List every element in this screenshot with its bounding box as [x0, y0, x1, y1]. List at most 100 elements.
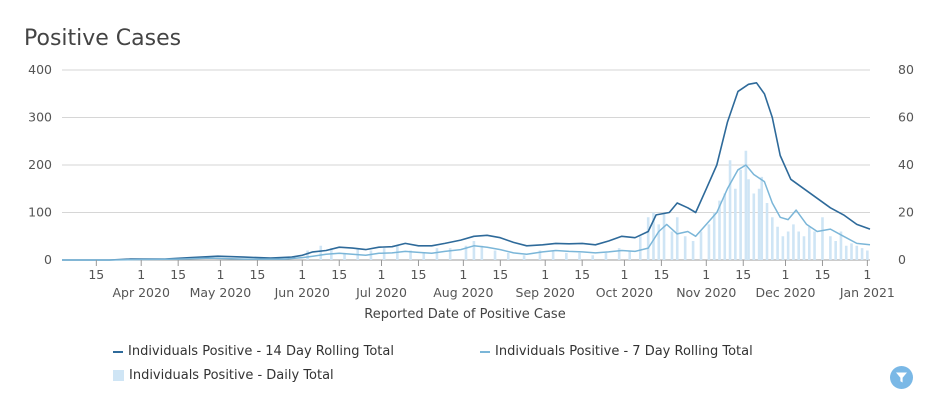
- rolling-total-lines: [62, 82, 871, 261]
- daily-total-bar: [522, 255, 526, 260]
- daily-total-bar: [551, 250, 555, 260]
- daily-total-bar: [699, 231, 703, 260]
- daily-total-bar: [448, 248, 452, 260]
- daily-total-bar: [493, 250, 497, 260]
- daily-total-bar: [792, 224, 795, 260]
- daily-total-bar: [691, 241, 695, 260]
- x-tick-day: 15: [170, 267, 186, 282]
- daily-total-bar: [802, 236, 806, 260]
- x-tick-month: Sep 2020: [516, 285, 575, 300]
- daily-total-bar: [435, 248, 439, 260]
- daily-total-bar: [757, 188, 761, 260]
- x-tick-month: Oct 2020: [596, 285, 653, 300]
- legend-label-daily: Individuals Positive - Daily Total: [129, 368, 334, 383]
- daily-total-bar: [821, 217, 824, 260]
- x-tick-day: 15: [653, 267, 669, 282]
- x-tick-day: 1: [620, 267, 628, 282]
- daily-total-bar: [578, 252, 581, 260]
- daily-total-bar: [319, 245, 323, 260]
- daily-total-bar: [855, 245, 859, 260]
- filter-button[interactable]: [890, 366, 913, 389]
- daily-total-bar: [765, 203, 769, 260]
- legend-swatch-7-day: [480, 350, 490, 353]
- daily-total-bar: [652, 212, 655, 260]
- x-tick-day: 15: [574, 267, 590, 282]
- x-tick-month: Jul 2020: [355, 285, 407, 300]
- daily-total-bar: [306, 250, 309, 260]
- legend-label-14-day: Individuals Positive - 14 Day Rolling To…: [128, 344, 394, 359]
- daily-total-bar: [739, 169, 742, 260]
- x-tick-day: 15: [331, 267, 347, 282]
- daily-total-bar: [752, 193, 756, 260]
- daily-total-bar: [834, 241, 837, 260]
- x-tick-month: Jun 2020: [274, 285, 330, 300]
- daily-total-bar: [538, 250, 542, 260]
- daily-total-bar: [781, 236, 785, 260]
- daily-total-bar: [657, 224, 661, 260]
- x-tick-day: 1: [298, 267, 306, 282]
- daily-total-bar: [839, 231, 843, 260]
- daily-total-bar: [565, 252, 568, 260]
- daily-total-bar: [866, 250, 869, 260]
- legend-label-7-day: Individuals Positive - 7 Day Rolling Tot…: [495, 344, 753, 359]
- x-tick-day: 1: [378, 267, 386, 282]
- x-tick-day: 1: [216, 267, 224, 282]
- y-tick-right: 0: [898, 252, 906, 267]
- x-tick-month: Aug 2020: [433, 285, 493, 300]
- x-tick-day: 15: [249, 267, 265, 282]
- daily-total-bar: [638, 236, 642, 260]
- x-tick-day: 1: [702, 267, 710, 282]
- daily-total-bar: [506, 252, 510, 260]
- legend-item-7-day[interactable]: Individuals Positive - 7 Day Rolling Tot…: [480, 344, 753, 359]
- legend-swatch-14-day: [113, 350, 123, 353]
- daily-total-bar: [464, 245, 468, 260]
- x-tick-day: 15: [815, 267, 831, 282]
- legend-swatch-daily: [113, 370, 124, 381]
- daily-total-bar: [662, 212, 666, 260]
- line-14-day-rolling-total: [62, 82, 871, 261]
- daily-total-bar: [807, 226, 811, 260]
- daily-total-bar: [604, 252, 608, 260]
- x-tick-month: Dec 2020: [756, 285, 816, 300]
- daily-total-bar: [712, 212, 716, 260]
- x-tick-day: 15: [735, 267, 751, 282]
- legend-item-14-day[interactable]: Individuals Positive - 14 Day Rolling To…: [113, 344, 394, 359]
- filter-icon: [896, 372, 907, 383]
- daily-total-bar: [723, 193, 727, 260]
- x-tick-month: May 2020: [190, 285, 252, 300]
- daily-total-bar: [343, 252, 346, 260]
- daily-total-bar: [480, 245, 484, 260]
- x-tick-day: 15: [411, 267, 427, 282]
- daily-total-bar: [844, 245, 848, 260]
- x-tick-month: Nov 2020: [676, 285, 736, 300]
- x-tick-day: 15: [492, 267, 508, 282]
- daily-total-bar: [829, 236, 832, 260]
- daily-total-bar: [422, 252, 426, 260]
- line-7-day-rolling-total: [62, 164, 871, 261]
- y-tick-left: 400: [28, 62, 52, 77]
- y-tick-left: 300: [28, 110, 52, 125]
- daily-total-bar: [744, 150, 748, 260]
- daily-total-bar: [718, 200, 721, 260]
- daily-total-bar: [786, 231, 790, 260]
- daily-total-bar: [728, 160, 732, 260]
- daily-total-bar: [797, 231, 801, 260]
- daily-total-bar: [472, 241, 476, 260]
- y-tick-right: 60: [898, 110, 914, 125]
- daily-total-bar: [776, 226, 779, 260]
- daily-total-bar: [760, 176, 764, 260]
- daily-total-bar: [628, 250, 632, 260]
- daily-total-bar: [813, 231, 816, 260]
- daily-total-bar: [670, 231, 674, 260]
- x-tick-day: 1: [459, 267, 467, 282]
- x-tick-day: 1: [137, 267, 145, 282]
- daily-total-bar: [409, 250, 412, 260]
- daily-total-bar: [646, 217, 650, 260]
- daily-total-bar: [617, 248, 621, 260]
- y-tick-left: 200: [28, 157, 52, 172]
- daily-total-bar: [734, 188, 737, 260]
- y-tick-right: 20: [898, 205, 914, 220]
- legend-item-daily[interactable]: Individuals Positive - Daily Total: [113, 368, 334, 383]
